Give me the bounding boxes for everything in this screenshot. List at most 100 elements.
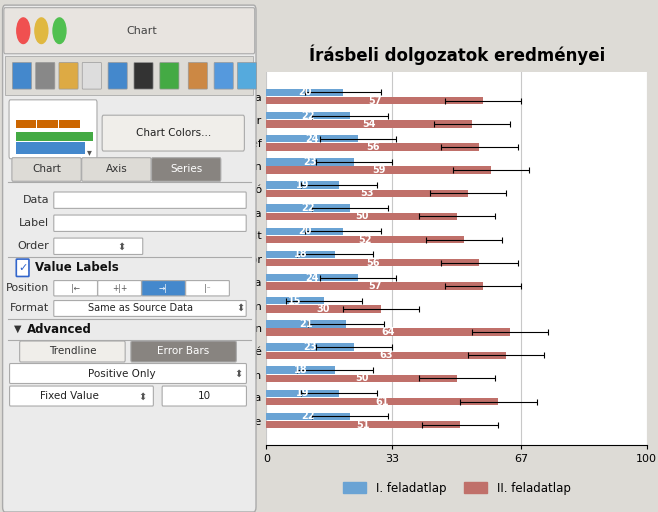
FancyBboxPatch shape <box>59 62 78 89</box>
FancyBboxPatch shape <box>186 281 230 296</box>
Legend: I. feladatlap, II. feladatlap: I. feladatlap, II. feladatlap <box>338 477 576 499</box>
Text: |←: |← <box>71 284 80 293</box>
FancyBboxPatch shape <box>36 62 55 89</box>
FancyBboxPatch shape <box>16 132 49 141</box>
Bar <box>266 413 350 420</box>
Bar <box>266 390 339 397</box>
Text: Chart Colors...: Chart Colors... <box>136 128 211 138</box>
Text: Fixed Value: Fixed Value <box>40 391 99 401</box>
Bar <box>266 375 457 382</box>
Text: 56: 56 <box>367 258 380 268</box>
FancyBboxPatch shape <box>54 215 246 231</box>
Bar <box>266 236 465 243</box>
Text: Axis: Axis <box>105 164 127 175</box>
FancyBboxPatch shape <box>238 62 257 89</box>
FancyBboxPatch shape <box>134 62 153 89</box>
Bar <box>266 120 472 127</box>
Bar <box>266 189 468 197</box>
FancyBboxPatch shape <box>98 281 141 296</box>
Bar <box>266 89 343 96</box>
Text: 57: 57 <box>368 281 382 291</box>
Text: 56: 56 <box>367 142 380 152</box>
Text: ⬍: ⬍ <box>118 241 126 251</box>
Text: 53: 53 <box>361 188 374 198</box>
FancyBboxPatch shape <box>38 120 58 128</box>
Text: 51: 51 <box>357 420 370 430</box>
Bar <box>266 166 491 174</box>
Title: Írásbeli dolgozatok eredményei: Írásbeli dolgozatok eredményei <box>309 44 605 65</box>
FancyBboxPatch shape <box>5 56 253 95</box>
Text: 64: 64 <box>382 327 395 337</box>
Text: 24: 24 <box>305 134 319 144</box>
FancyBboxPatch shape <box>38 142 63 154</box>
Text: →|: →| <box>159 284 168 293</box>
Bar <box>266 398 499 406</box>
Bar <box>266 329 510 336</box>
Text: 59: 59 <box>372 165 386 175</box>
FancyBboxPatch shape <box>4 8 255 54</box>
FancyBboxPatch shape <box>59 120 80 128</box>
FancyBboxPatch shape <box>10 386 153 406</box>
Bar <box>266 274 358 281</box>
Text: 20: 20 <box>298 226 311 236</box>
Text: Value Labels: Value Labels <box>35 261 118 274</box>
Text: 20: 20 <box>298 88 311 97</box>
Text: 18: 18 <box>294 365 307 375</box>
FancyBboxPatch shape <box>151 158 221 181</box>
Text: 57: 57 <box>368 96 382 105</box>
FancyBboxPatch shape <box>59 142 86 154</box>
Text: +|+: +|+ <box>112 284 127 293</box>
Bar <box>266 282 483 290</box>
Bar <box>266 421 461 429</box>
Bar <box>266 204 350 212</box>
Text: Position: Position <box>6 283 49 293</box>
Circle shape <box>53 18 66 44</box>
Text: |⁻: |⁻ <box>204 284 211 293</box>
FancyBboxPatch shape <box>16 120 36 128</box>
Bar <box>266 112 350 119</box>
Text: 19: 19 <box>296 388 309 398</box>
Text: 30: 30 <box>316 304 330 314</box>
Text: ▾: ▾ <box>87 147 91 158</box>
Bar <box>266 227 343 235</box>
FancyBboxPatch shape <box>160 62 179 89</box>
Bar <box>266 320 346 328</box>
Circle shape <box>35 18 48 44</box>
FancyBboxPatch shape <box>3 5 256 512</box>
Bar <box>266 97 483 104</box>
Text: 10: 10 <box>197 391 211 401</box>
Text: Same as Source Data: Same as Source Data <box>88 303 193 313</box>
FancyBboxPatch shape <box>54 192 246 208</box>
Bar <box>266 352 506 359</box>
FancyBboxPatch shape <box>38 132 71 141</box>
Bar <box>266 212 457 220</box>
FancyBboxPatch shape <box>12 158 81 181</box>
Text: 24: 24 <box>305 272 319 283</box>
FancyBboxPatch shape <box>16 142 41 154</box>
Text: Positive Only: Positive Only <box>88 369 155 379</box>
Text: Label: Label <box>19 218 49 228</box>
FancyBboxPatch shape <box>102 115 244 151</box>
Text: 21: 21 <box>299 319 313 329</box>
Text: Trendline: Trendline <box>49 346 96 356</box>
Text: 63: 63 <box>380 350 393 360</box>
Text: 52: 52 <box>359 234 372 245</box>
Bar <box>266 305 380 313</box>
Bar <box>266 259 480 266</box>
Text: Series: Series <box>170 164 202 175</box>
Text: 23: 23 <box>303 342 317 352</box>
FancyBboxPatch shape <box>13 62 32 89</box>
FancyBboxPatch shape <box>141 281 186 296</box>
FancyBboxPatch shape <box>54 238 143 254</box>
Circle shape <box>17 18 30 44</box>
Text: ⬍: ⬍ <box>236 303 245 313</box>
Bar <box>266 367 335 374</box>
Text: 22: 22 <box>301 111 315 120</box>
Text: Advanced: Advanced <box>27 323 92 336</box>
Text: Format: Format <box>10 303 49 313</box>
FancyBboxPatch shape <box>16 259 29 276</box>
Bar <box>266 297 324 305</box>
Text: Data: Data <box>22 195 49 205</box>
FancyBboxPatch shape <box>9 100 97 159</box>
FancyBboxPatch shape <box>108 62 127 89</box>
